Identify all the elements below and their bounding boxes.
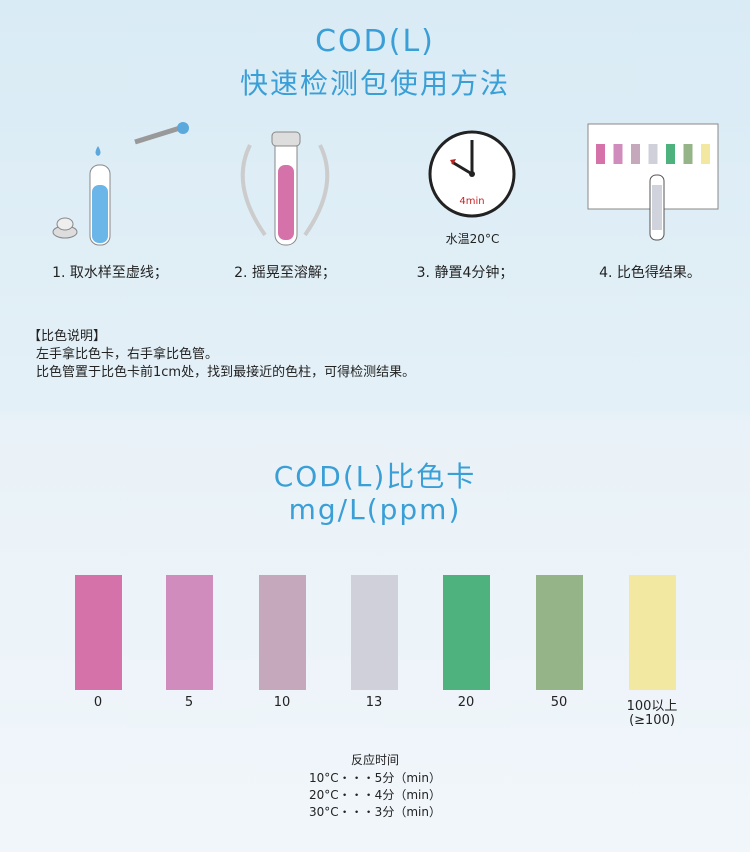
- color-card-compare-icon: [580, 110, 750, 260]
- swatch-label: 13: [365, 695, 383, 710]
- swatch-label: 5: [184, 695, 194, 710]
- color-swatch: [629, 575, 676, 690]
- note-heading: 【比色说明】: [28, 329, 107, 344]
- title-line2: 快速检测包使用方法: [239, 67, 510, 100]
- water-temp-caption: 水温20°C: [445, 232, 500, 246]
- swatch-label: 100以上: [626, 699, 678, 714]
- reaction-row: 30°C・・・3分（min）: [309, 805, 441, 819]
- mini-swatch: [613, 144, 623, 164]
- step-4-label: 4. 比色得结果。: [599, 265, 701, 281]
- reaction-row: 20°C・・・4分（min）: [309, 788, 441, 802]
- reaction-heading: 反应时间: [350, 753, 399, 767]
- card-unit: mg/L(ppm): [288, 493, 462, 526]
- shake-tube-icon: [200, 110, 370, 260]
- mini-swatch: [683, 144, 693, 164]
- step-2-label: 2. 摇晃至溶解；: [234, 265, 336, 281]
- mini-swatch: [666, 144, 675, 164]
- mini-swatch: [648, 144, 658, 164]
- clock-text: 4min: [459, 196, 484, 207]
- step-3-label: 3. 静置4分钟；: [416, 265, 514, 281]
- reaction-row: 10°C・・・5分（min）: [309, 771, 441, 785]
- color-swatch: [166, 575, 213, 690]
- swatch-label: 0: [93, 695, 103, 710]
- card-title: COD(L)比色卡: [273, 460, 477, 493]
- mini-swatch: [701, 144, 710, 164]
- swatch-label: 20: [457, 695, 475, 710]
- mini-swatch: [596, 144, 605, 164]
- swatch-label: 10: [273, 695, 291, 710]
- color-swatch: [259, 575, 306, 690]
- swatch-sublabel: (≥100): [629, 713, 675, 728]
- test-tube-dropper-icon: [40, 110, 210, 260]
- clock-icon: 4min 水温20°C: [390, 110, 560, 260]
- color-swatch: [75, 575, 122, 690]
- title-line1: COD(L): [315, 24, 435, 59]
- mini-swatch: [631, 144, 640, 164]
- swatch-label: 50: [550, 695, 568, 710]
- note-line2: 比色管置于比色卡前1cm处，找到最接近的色柱，可得检测结果。: [36, 365, 416, 380]
- color-swatch: [443, 575, 490, 690]
- color-swatch: [536, 575, 583, 690]
- note-line1: 左手拿比色卡，右手拿比色管。: [36, 347, 219, 362]
- step-1-label: 1. 取水样至虚线；: [52, 265, 168, 281]
- color-swatch: [351, 575, 398, 690]
